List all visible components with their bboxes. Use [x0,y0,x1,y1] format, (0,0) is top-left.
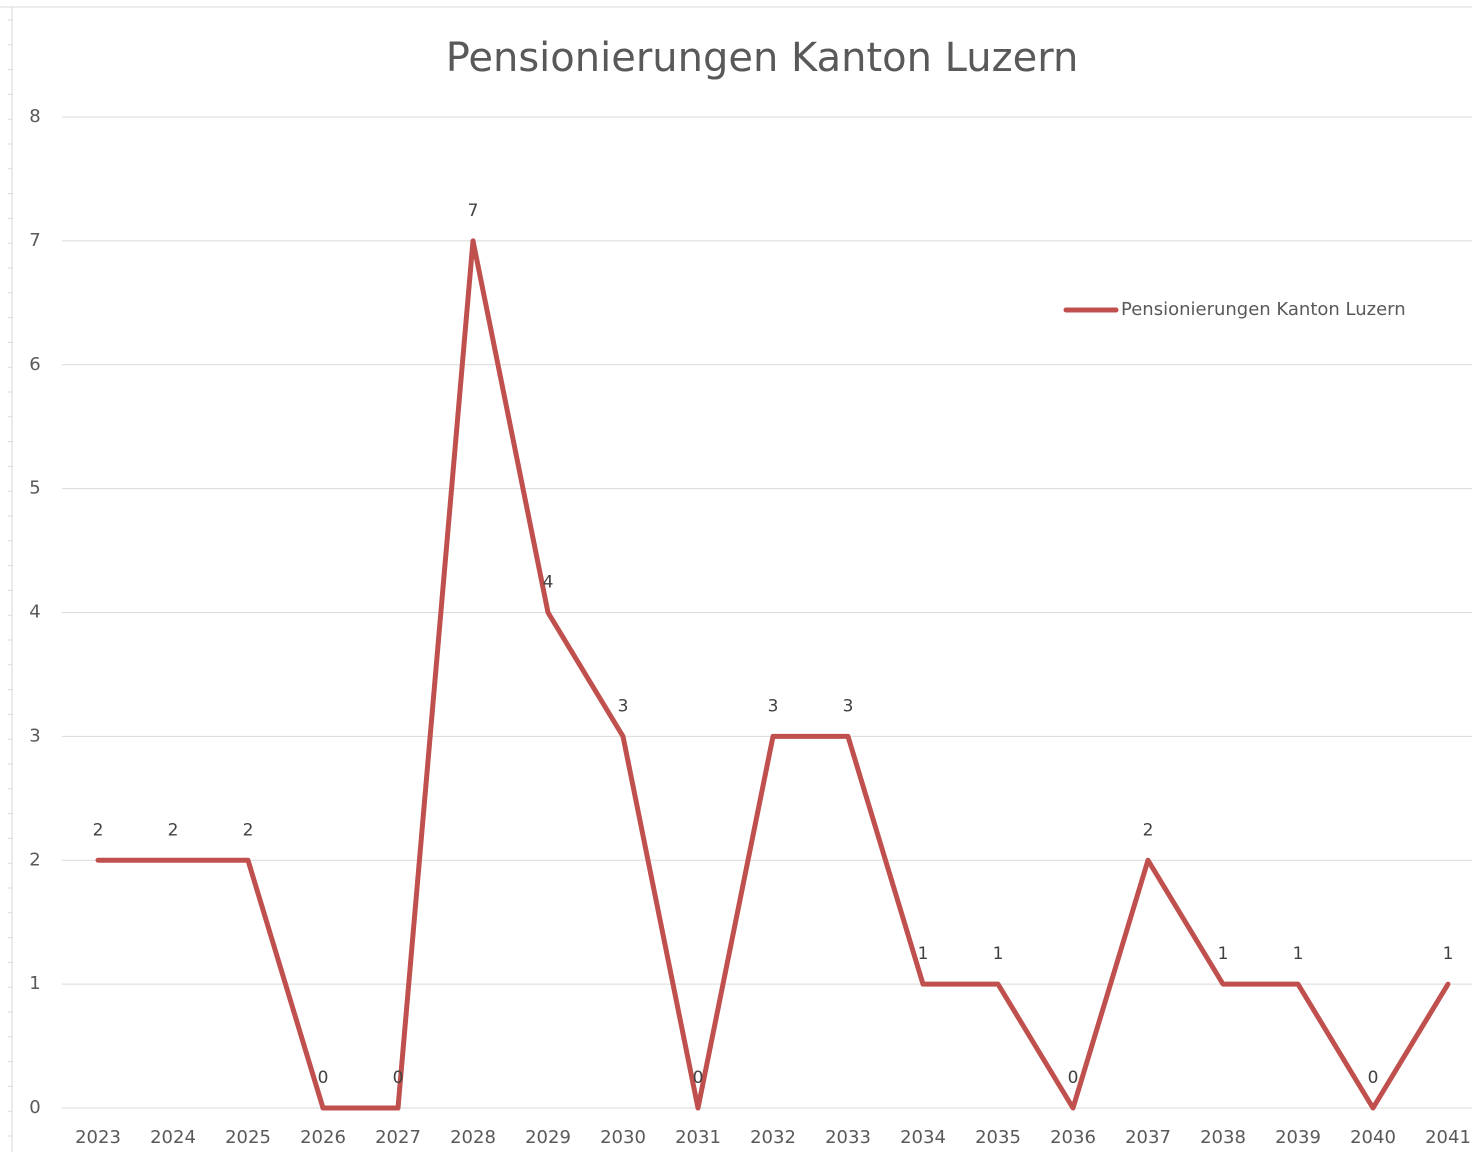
y-tick-label: 5 [29,478,40,499]
x-tick-label: 2040 [1350,1127,1396,1148]
data-label: 3 [843,696,854,716]
x-tick-label: 2032 [750,1127,796,1148]
data-label: 2 [168,820,179,840]
x-tick-label: 2034 [900,1127,946,1148]
data-label: 1 [1443,944,1454,964]
x-tick-label: 2038 [1200,1127,1246,1148]
y-tick-label: 8 [29,106,40,127]
data-label: 3 [768,696,779,716]
y-tick-label: 3 [29,725,40,746]
x-tick-label: 2023 [75,1127,121,1148]
data-label: 0 [393,1068,404,1088]
x-tick-label: 2033 [825,1127,871,1148]
data-label: 2 [243,820,254,840]
x-tick-label: 2027 [375,1127,421,1148]
data-label: 0 [1068,1068,1079,1088]
x-tick-label: 2026 [300,1127,346,1148]
y-tick-label: 0 [29,1097,40,1118]
x-tick-label: 2028 [450,1127,496,1148]
x-tick-label: 2039 [1275,1127,1321,1148]
data-label: 0 [693,1068,704,1088]
legend-label: Pensionierungen Kanton Luzern [1121,299,1406,320]
x-tick-label: 2029 [525,1127,571,1148]
data-label: 1 [1293,944,1304,964]
data-label: 3 [618,696,629,716]
x-tick-label: 2036 [1050,1127,1096,1148]
data-line [95,238,1451,1111]
data-label: 2 [1143,820,1154,840]
data-label: 2 [93,820,104,840]
y-tick-label: 4 [29,602,40,623]
x-tick-label: 2041 [1425,1127,1471,1148]
x-tick-label: 2024 [150,1127,196,1148]
y-tick-label: 1 [29,973,40,994]
data-label: 1 [993,944,1004,964]
y-tick-label: 7 [29,230,40,251]
data-label: 7 [468,201,479,221]
x-tick-label: 2035 [975,1127,1021,1148]
x-tick-label: 2025 [225,1127,271,1148]
x-tick-label: 2030 [600,1127,646,1148]
chart-title: Pensionierungen Kanton Luzern [446,35,1079,81]
data-label: 1 [1218,944,1229,964]
data-label: 0 [1368,1068,1379,1088]
data-label: 4 [543,573,554,593]
y-tick-label: 6 [29,354,40,375]
data-label: 0 [318,1068,329,1088]
x-tick-label: 2037 [1125,1127,1171,1148]
x-tick-label: 2031 [675,1127,721,1148]
data-label: 1 [918,944,929,964]
y-tick-label: 2 [29,849,40,870]
